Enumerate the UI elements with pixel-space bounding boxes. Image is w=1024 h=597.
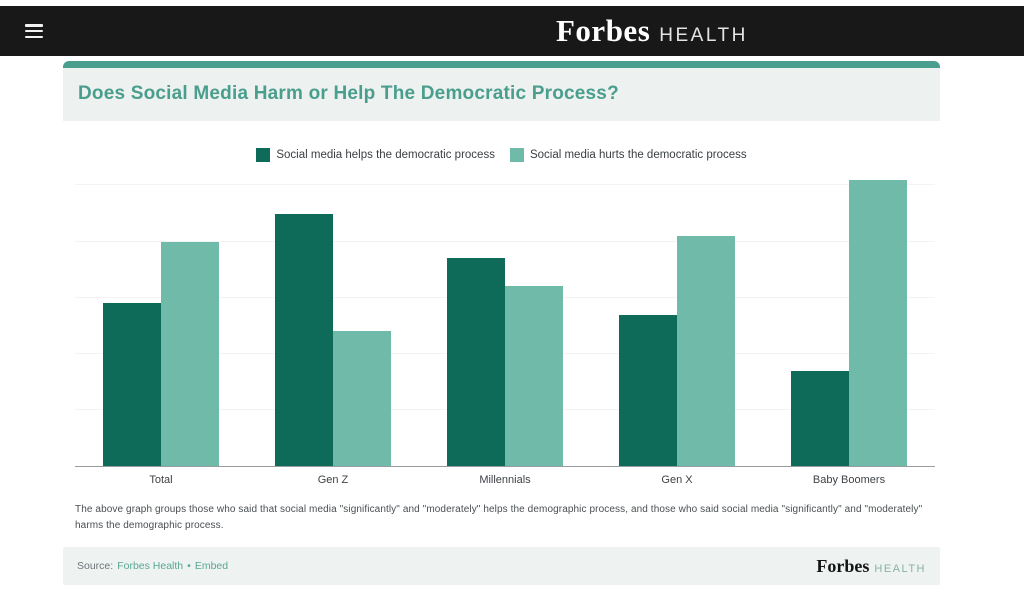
x-axis-labels: Total Gen Z Millennials Gen X Baby Boomers	[75, 474, 935, 486]
title-body: Does Social Media Harm or Help The Democ…	[63, 68, 940, 121]
bar-baby-boomers-helps[interactable]	[791, 371, 849, 466]
legend-label: Social media hurts the democratic proces…	[529, 149, 747, 161]
forbes-logo-text: Forbes	[556, 13, 651, 48]
bar-group-baby-boomers	[763, 179, 935, 466]
bar-gen-x-hurts[interactable]	[677, 236, 735, 466]
bar-groups	[75, 179, 935, 466]
chart-footnote: The above graph groups those who said th…	[75, 504, 923, 531]
separator-dot: •	[187, 560, 191, 572]
x-axis-label-total: Total	[149, 474, 173, 486]
top-white-strip	[0, 0, 1024, 6]
page-title: Does Social Media Harm or Help The Democ…	[78, 83, 619, 104]
chart-legend: Social media helps the democratic proces…	[63, 148, 940, 162]
site-header: Forbes HEALTH	[0, 6, 1024, 56]
x-axis-label-gen-z: Gen Z	[317, 474, 349, 486]
embed-link[interactable]: Embed	[194, 560, 229, 572]
x-axis-label-baby-boomers: Baby Boomers	[812, 474, 886, 486]
legend-swatch-icon	[509, 148, 524, 162]
bar-gen-x-helps[interactable]	[619, 315, 677, 466]
bar-gen-z-hurts[interactable]	[333, 331, 391, 466]
footer-health-logo-text: HEALTH	[874, 562, 926, 575]
health-logo-text: HEALTH	[659, 25, 748, 46]
content-container: Does Social Media Harm or Help The Democ…	[63, 61, 940, 585]
legend-item-hurts[interactable]: Social media hurts the democratic proces…	[509, 148, 747, 162]
chart-plot-area	[75, 179, 935, 467]
legend-swatch-icon	[256, 148, 271, 162]
embed-footer: Source: Forbes Health • Embed Forbes HEA…	[63, 547, 940, 585]
gridline-40	[75, 241, 935, 242]
bar-chart: Total Gen Z Millennials Gen X Baby Boomers	[63, 179, 940, 486]
bar-group-gen-z	[247, 179, 419, 466]
bar-group-gen-x	[591, 179, 763, 466]
gridline-50	[75, 184, 935, 185]
bar-group-millennials	[419, 179, 591, 466]
accent-bar	[63, 61, 940, 68]
bar-total-helps[interactable]	[103, 303, 161, 466]
hamburger-menu-icon[interactable]	[25, 24, 43, 38]
legend-item-helps[interactable]: Social media helps the democratic proces…	[256, 148, 495, 162]
bar-baby-boomers-hurts[interactable]	[849, 180, 907, 466]
source-line: Source: Forbes Health • Embed	[77, 560, 228, 572]
title-card: Does Social Media Harm or Help The Democ…	[63, 61, 940, 121]
bar-group-total	[75, 179, 247, 466]
source-label: Source:	[77, 560, 114, 572]
footer-forbes-logo-text: Forbes	[816, 555, 870, 576]
bar-millennials-helps[interactable]	[447, 258, 505, 466]
bar-millennials-hurts[interactable]	[505, 286, 563, 466]
x-axis-label-gen-x: Gen X	[661, 474, 693, 486]
legend-label: Social media helps the democratic proces…	[276, 149, 495, 161]
source-link-forbes-health[interactable]: Forbes Health	[117, 560, 184, 572]
bar-total-hurts[interactable]	[161, 242, 219, 466]
x-axis-label-millennials: Millennials	[479, 474, 531, 486]
footer-forbes-health-logo[interactable]: Forbes HEALTH	[816, 556, 926, 577]
forbes-health-logo[interactable]: Forbes HEALTH	[556, 13, 748, 49]
bar-gen-z-helps[interactable]	[275, 214, 333, 466]
